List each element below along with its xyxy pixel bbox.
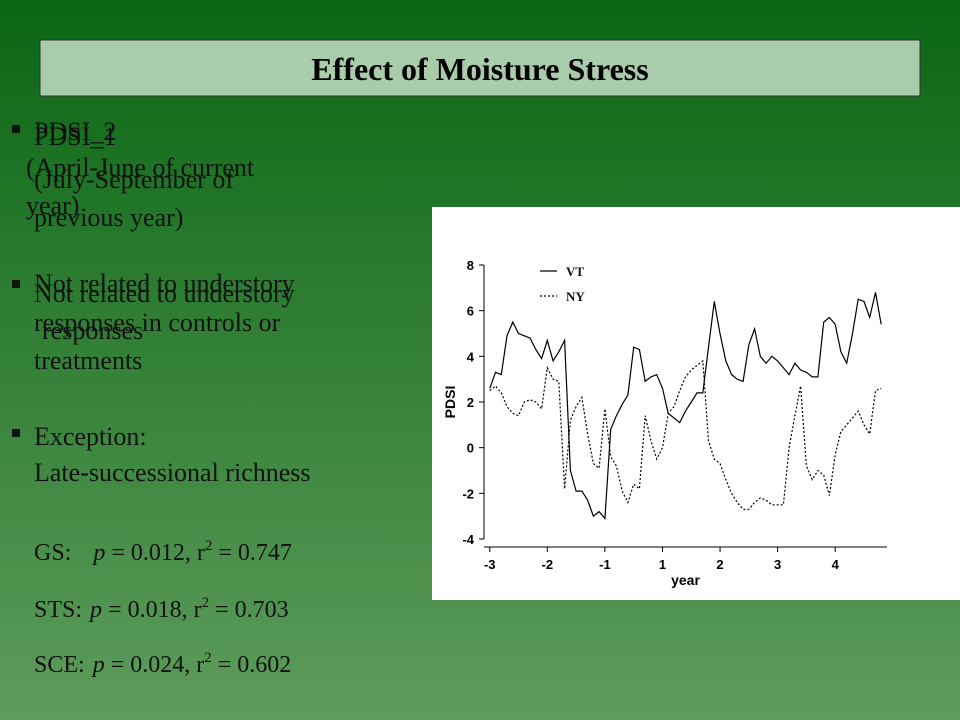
superscript: 2	[204, 650, 212, 666]
series-line	[489, 292, 882, 521]
legend-label: VT	[566, 264, 584, 279]
x-tick-label: 4	[832, 557, 840, 572]
bullet	[12, 125, 20, 133]
stat-label: STS:	[34, 597, 82, 623]
y-tick-label: 4	[467, 349, 475, 364]
series-line	[489, 359, 882, 510]
chart: -4 -2 0 2 4 6 8 -3 -2 -1 1 2 3 4 year PDSI VT NY	[442, 258, 887, 588]
bullet-text: PDSI_2	[34, 117, 116, 146]
y-tick-label: 8	[467, 258, 474, 273]
x-tick-label: 3	[774, 557, 781, 572]
x-axis-label: year	[671, 572, 700, 588]
bullet-text: Not related to understory	[34, 269, 295, 298]
legend-label: NY	[566, 289, 585, 304]
x-tick-label: -1	[599, 557, 611, 572]
bullet-text: (July-September of	[34, 165, 234, 194]
y-axis-label: PDSI	[442, 386, 458, 419]
x-tick-label: -3	[484, 557, 496, 572]
bullet	[12, 280, 20, 288]
stat-label: GS:	[34, 540, 71, 566]
stat-line: GS: p = 0.012, r2 = 0.747	[34, 538, 292, 566]
bullet-text: Not related to understory	[34, 279, 295, 308]
bullet-markers	[12, 125, 20, 437]
stat-line: SCE: p = 0.024, r2 = 0.602	[34, 650, 291, 678]
y-tick-label: -2	[462, 486, 474, 501]
bullet-text: treatments	[34, 346, 142, 375]
x-tick-label: -2	[542, 557, 554, 572]
x-tick-label: 2	[716, 557, 723, 572]
bullet-text: year)	[26, 191, 79, 220]
y-tick-label: -4	[462, 532, 474, 547]
stat-line: STS: p = 0.018, r2 = 0.703	[34, 595, 289, 623]
p-symbol: p	[88, 597, 102, 623]
superscript: 2	[202, 595, 210, 611]
p-text: = 0.012, r	[105, 540, 205, 566]
r2-text: = 0.602	[212, 652, 292, 678]
superscript: 2	[205, 538, 213, 554]
bullet-text: responses in controls or	[34, 308, 281, 337]
bullet-text: responses	[42, 316, 143, 345]
bullet-text: previous year)	[34, 203, 183, 232]
bullet-text: (April-June of current	[26, 153, 255, 182]
r2-text: = 0.747	[212, 540, 292, 566]
r2-text: = 0.703	[209, 597, 289, 623]
p-text: = 0.018, r	[102, 597, 202, 623]
bullet-text: PDSI_1	[34, 122, 116, 151]
slide-title: Effect of Moisture Stress	[311, 51, 648, 87]
bullet	[12, 429, 20, 437]
p-symbol: p	[91, 540, 105, 566]
bullet-text: Exception:	[34, 422, 147, 451]
y-tick-label: 0	[467, 441, 474, 456]
p-symbol: p	[91, 652, 105, 678]
stat-label: SCE:	[34, 652, 85, 678]
y-tick-label: 6	[467, 304, 474, 319]
chart-panel	[432, 207, 960, 600]
p-text: = 0.024, r	[105, 652, 205, 678]
y-tick-label: 2	[467, 395, 474, 410]
title-box	[39, 39, 921, 97]
bullet-text: Late-successional richness	[34, 458, 311, 487]
x-tick-label: 1	[659, 557, 666, 572]
